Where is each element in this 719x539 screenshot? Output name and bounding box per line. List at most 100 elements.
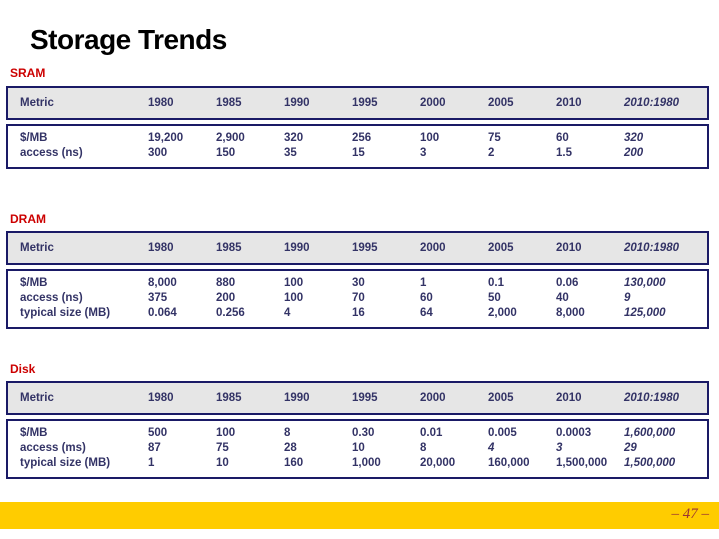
value-cell: 0.256 xyxy=(216,307,245,319)
value-cell: 87 xyxy=(148,442,161,454)
sram-section-label: SRAM xyxy=(10,66,46,80)
value-cell: 3 xyxy=(556,442,563,454)
header-cell: 2010 xyxy=(556,97,582,109)
value-cell: 0.01 xyxy=(420,427,443,439)
sram-table-body: $/MB 19,200 2,900 320 256 100 75 60 320 access (n… xyxy=(6,124,709,169)
value-cell: 30 xyxy=(352,277,365,289)
value-cell: 35 xyxy=(284,147,297,159)
header-cell: 1995 xyxy=(352,97,378,109)
value-cell: 19,200 xyxy=(148,132,184,144)
value-cell: 2 xyxy=(488,147,495,159)
header-cell: 1985 xyxy=(216,242,242,254)
metric-cell: $/MB xyxy=(20,427,48,439)
table-row: access (ms) 87 75 28 10 8 4 3 29 xyxy=(20,441,707,456)
header-cell: 1980 xyxy=(148,242,174,254)
value-cell: 256 xyxy=(352,132,372,144)
value-cell: 15 xyxy=(352,147,365,159)
value-cell: 125,000 xyxy=(624,307,666,319)
value-cell: 10 xyxy=(216,457,229,469)
disk-section-label: Disk xyxy=(10,362,36,376)
value-cell: 200 xyxy=(624,147,644,159)
value-cell: 29 xyxy=(624,442,637,454)
value-cell: 1,600,000 xyxy=(624,427,676,439)
table-row: access (ns) 300 150 35 15 3 2 1.5 200 xyxy=(20,146,707,161)
value-cell: 160 xyxy=(284,457,304,469)
value-cell: 20,000 xyxy=(420,457,456,469)
value-cell: 10 xyxy=(352,442,365,454)
disk-table: Metric 1980 1985 1990 1995 2000 2005 2010 2010:1… xyxy=(6,381,709,479)
metric-cell: typical size (MB) xyxy=(20,307,111,319)
table-row: $/MB 8,000 880 100 30 1 0.1 0.06 130,000 xyxy=(20,276,707,291)
table-row: typical size (MB) 0.064 0.256 4 16 64 2,000 8,0… xyxy=(20,306,707,321)
value-cell: 50 xyxy=(488,292,501,304)
value-cell: 100 xyxy=(420,132,440,144)
header-cell: 1980 xyxy=(148,97,174,109)
header-cell: Metric xyxy=(20,242,54,254)
value-cell: 0.005 xyxy=(488,427,517,439)
value-cell: 130,000 xyxy=(624,277,666,289)
value-cell: 1 xyxy=(148,457,155,469)
sram-table-header-row: Metric 1980 1985 1990 1995 2000 2005 2010 2010:1… xyxy=(6,86,709,120)
value-cell: 0.064 xyxy=(148,307,177,319)
header-cell: 1995 xyxy=(352,392,378,404)
header-cell: 2010 xyxy=(556,242,582,254)
value-cell: 28 xyxy=(284,442,297,454)
value-cell: 9 xyxy=(624,292,631,304)
value-cell: 70 xyxy=(352,292,365,304)
header-cell: Metric xyxy=(20,97,54,109)
value-cell: 60 xyxy=(556,132,569,144)
value-cell: 8 xyxy=(420,442,427,454)
value-cell: 100 xyxy=(284,277,304,289)
value-cell: 8,000 xyxy=(556,307,585,319)
value-cell: 375 xyxy=(148,292,168,304)
header-cell: 2000 xyxy=(420,242,446,254)
page-title: Storage Trends xyxy=(30,24,227,55)
value-cell: 3 xyxy=(420,147,427,159)
value-cell: 100 xyxy=(284,292,304,304)
header-cell: 1985 xyxy=(216,97,242,109)
value-cell: 60 xyxy=(420,292,433,304)
table-row: $/MB 19,200 2,900 320 256 100 75 60 320 xyxy=(20,131,707,146)
header-cell: 2010:1980 xyxy=(624,392,679,404)
value-cell: 320 xyxy=(624,132,644,144)
table-row: typical size (MB) 1 10 160 1,000 20,000 160,00… xyxy=(20,456,707,471)
value-cell: 2,000 xyxy=(488,307,517,319)
value-cell: 75 xyxy=(488,132,501,144)
header-cell: Metric xyxy=(20,392,54,404)
header-cell: 1990 xyxy=(284,242,310,254)
value-cell: 1,000 xyxy=(352,457,381,469)
header-cell: 2005 xyxy=(488,392,514,404)
value-cell: 4 xyxy=(488,442,495,454)
header-cell: 2000 xyxy=(420,97,446,109)
value-cell: 0.06 xyxy=(556,277,579,289)
header-cell: 2010 xyxy=(556,392,582,404)
header-cell: 1995 xyxy=(352,242,378,254)
value-cell: 0.30 xyxy=(352,427,375,439)
dram-section-label: DRAM xyxy=(10,212,46,226)
dram-table-body: $/MB 8,000 880 100 30 1 0.1 0.06 130,000 access (… xyxy=(6,269,709,329)
header-cell: 1980 xyxy=(148,392,174,404)
metric-cell: $/MB xyxy=(20,277,48,289)
dram-table: Metric 1980 1985 1990 1995 2000 2005 2010 2010:1… xyxy=(6,231,709,329)
value-cell: 320 xyxy=(284,132,304,144)
value-cell: 880 xyxy=(216,277,236,289)
metric-cell: access (ms) xyxy=(20,442,86,454)
disk-table-body: $/MB 500 100 8 0.30 0.01 0.005 0.0003 1,600,000 a… xyxy=(6,419,709,479)
header-cell: 2005 xyxy=(488,242,514,254)
value-cell: 500 xyxy=(148,427,168,439)
header-cell: 1990 xyxy=(284,97,310,109)
value-cell: 200 xyxy=(216,292,236,304)
value-cell: 4 xyxy=(284,307,291,319)
header-cell: 2010:1980 xyxy=(624,242,679,254)
header-cell: 1990 xyxy=(284,392,310,404)
header-cell: 2005 xyxy=(488,97,514,109)
metric-cell: typical size (MB) xyxy=(20,457,111,469)
value-cell: 1.5 xyxy=(556,147,572,159)
metric-cell: access (ns) xyxy=(20,292,83,304)
value-cell: 1,500,000 xyxy=(556,457,608,469)
header-cell: 1985 xyxy=(216,392,242,404)
value-cell: 1 xyxy=(420,277,427,289)
value-cell: 64 xyxy=(420,307,433,319)
value-cell: 0.0003 xyxy=(556,427,592,439)
value-cell: 40 xyxy=(556,292,569,304)
